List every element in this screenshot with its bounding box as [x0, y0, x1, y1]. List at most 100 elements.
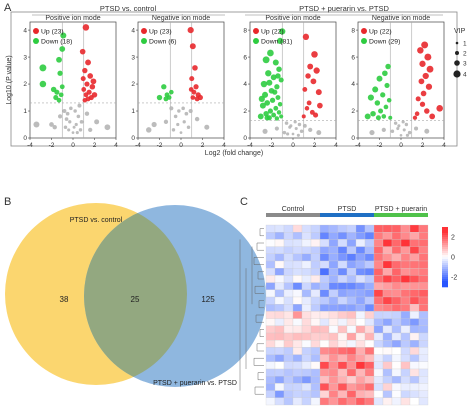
heatmap-cell	[301, 304, 312, 312]
heatmap-cell	[337, 260, 348, 269]
volcano-point-up	[436, 105, 444, 112]
heatmap-cell	[373, 260, 384, 269]
volcano-point-up	[197, 94, 203, 101]
heatmap-cell	[400, 368, 411, 377]
heatmap-cell	[400, 239, 411, 247]
volcano-x-tick-label: -4	[135, 142, 141, 149]
heatmap-cell	[292, 340, 303, 348]
heatmap-cell	[292, 361, 303, 370]
volcano-point-up	[301, 114, 306, 119]
heatmap-cell	[355, 397, 366, 406]
heatmap-cell	[283, 376, 294, 384]
heatmap-cell	[346, 260, 357, 269]
heatmap-cell	[355, 304, 366, 312]
volcano-point-down	[278, 77, 284, 83]
heatmap-cell	[292, 390, 303, 398]
colorbar-segment	[442, 253, 448, 256]
heatmap-cell	[301, 397, 312, 406]
volcano-point-up	[424, 53, 432, 61]
heatmap-cell	[283, 354, 294, 362]
volcano-point-down	[277, 101, 283, 107]
vip-size-1-label: 1	[463, 41, 467, 48]
volcano-point-ns	[294, 126, 298, 131]
heatmap-cell	[364, 296, 375, 305]
volcano-point-up	[421, 41, 429, 49]
colorbar-segment	[442, 243, 448, 246]
heatmap-cell	[283, 282, 294, 290]
venn-set-2-name: PTSD + puerarin vs. PTSD	[153, 380, 237, 387]
volcano-xlabel: Log2 (fold change)	[205, 150, 263, 157]
heatmap-cell	[418, 390, 429, 398]
heatmap-cell	[418, 340, 429, 348]
heatmap-cell	[346, 275, 357, 283]
heatmap-cell	[382, 282, 393, 290]
heatmap: Control PTSD PTSD + puerarin 2 0 -2	[239, 206, 457, 406]
heatmap-cell	[310, 275, 321, 283]
heatmap-cell	[274, 260, 285, 269]
volcano-x-tick-label: 2	[421, 142, 425, 149]
heatmap-cell	[400, 383, 411, 391]
heatmap-cell	[400, 347, 411, 355]
heatmap-cell	[373, 318, 384, 326]
vip-size-1-icon	[455, 41, 459, 45]
heatmap-cell	[346, 246, 357, 254]
heatmap-cell	[418, 282, 429, 290]
heatmap-cell	[301, 368, 312, 377]
heatmap-cell	[355, 260, 366, 269]
heatmap-cell	[292, 296, 303, 305]
venn-set-1-only-count: 38	[60, 295, 69, 304]
volcano-point-down	[260, 80, 268, 88]
colorbar-segment	[442, 233, 448, 236]
volcano-point-ns	[405, 133, 410, 137]
heatmap-cell	[274, 239, 285, 247]
heatmap-cell	[310, 318, 321, 326]
volcano-y-tick-label: 0	[243, 135, 247, 142]
heatmap-cell	[400, 232, 411, 240]
heatmap-cell	[373, 275, 384, 283]
heatmap-cell	[364, 311, 375, 319]
volcano-point-ns	[284, 121, 289, 125]
heatmap-cell	[364, 340, 375, 348]
volcano-point-up	[419, 101, 426, 107]
heatmap-cell	[373, 325, 384, 334]
volcano-point-down	[50, 86, 57, 93]
heatmap-cell	[355, 268, 366, 276]
heatmap-cell	[283, 368, 294, 377]
heatmap-cell	[337, 282, 348, 290]
heatmap-cell	[355, 232, 366, 240]
volcano-point-down	[267, 108, 274, 114]
volcano-point-down	[276, 110, 282, 115]
volcano-point-ns	[71, 131, 75, 134]
heatmap-cell	[292, 397, 303, 406]
heatmap-cell	[400, 296, 411, 305]
heatmap-cell	[274, 275, 285, 283]
heatmap-cell	[400, 304, 411, 312]
heatmap-cell	[373, 397, 384, 406]
volcano-point-ns	[291, 132, 295, 136]
heatmap-cell	[355, 383, 366, 391]
heatmap-cell	[418, 376, 429, 384]
heatmap-cell	[391, 282, 402, 290]
volcano-point-up	[307, 63, 314, 70]
heatmap-cell	[283, 347, 294, 355]
heatmap-cell	[391, 354, 402, 362]
heatmap-cell	[319, 318, 330, 326]
heatmap-cell	[418, 260, 429, 269]
heatmap-cell	[283, 239, 294, 247]
volcano-point-ns	[390, 129, 395, 134]
heatmap-cell	[319, 376, 330, 384]
colorbar-segment	[442, 265, 448, 268]
heatmap-cell	[391, 368, 402, 377]
heatmap-cell	[310, 282, 321, 290]
heatmap-cell	[328, 325, 339, 334]
heatmap-cell	[400, 340, 411, 348]
heatmap-cell	[310, 325, 321, 334]
heatmap-cell	[328, 340, 339, 348]
heatmap-cell	[310, 232, 321, 240]
volcano-y-tick-label: 1	[131, 108, 135, 115]
colorbar-segment	[442, 231, 448, 234]
volcano-point-ns	[64, 117, 69, 121]
legend-down-icon	[253, 38, 259, 44]
heatmap-cell	[319, 390, 330, 398]
heatmap-cell	[328, 383, 339, 391]
